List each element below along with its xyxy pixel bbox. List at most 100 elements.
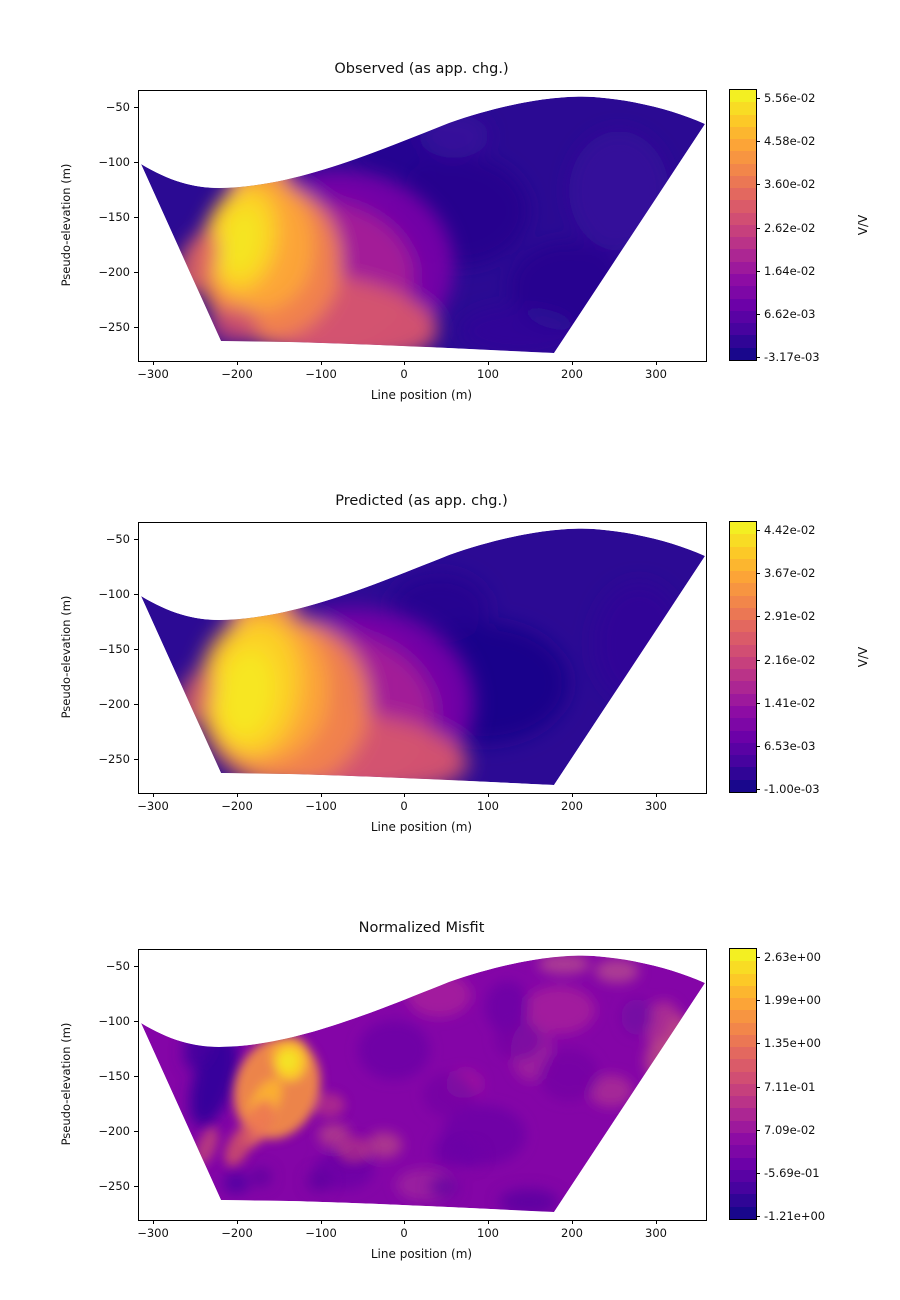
y-tick-mark <box>134 649 138 650</box>
colorbar-segment <box>730 1194 756 1207</box>
colorbar-segment <box>730 985 756 999</box>
colorbar-segment <box>730 323 756 336</box>
colorbar-tick-label: 2.91e-02 <box>764 609 816 624</box>
plot-axes <box>138 949 707 1221</box>
x-tick-mark <box>656 793 657 797</box>
colorbar-tick-mark <box>756 184 760 186</box>
colorbar-tick-label: 4.42e-02 <box>764 523 816 537</box>
y-tick-label: −150 <box>98 210 130 224</box>
colorbar-segment <box>730 1047 756 1060</box>
colorbar-segment <box>730 998 756 1011</box>
x-tick-mark <box>237 793 238 797</box>
colorbar-segment <box>730 522 756 535</box>
x-tick-mark <box>572 361 573 365</box>
colorbar-segment <box>730 1059 756 1072</box>
x-tick-label: −200 <box>221 1226 253 1240</box>
plot-title: Normalized Misfit <box>358 920 485 936</box>
colorbar <box>729 521 757 793</box>
colorbar-tick-mark <box>756 141 760 143</box>
x-tick-label: 0 <box>400 367 408 381</box>
colorbar-segment <box>730 1108 756 1121</box>
x-tick-label: −100 <box>305 367 337 381</box>
colorbar-tick-mark <box>756 357 760 358</box>
colorbar-segment <box>730 102 756 115</box>
x-tick-label: −300 <box>137 799 169 813</box>
y-tick-mark <box>134 217 138 218</box>
x-tick-mark <box>656 1220 657 1224</box>
x-tick-mark <box>404 1220 405 1224</box>
x-tick-mark <box>572 793 573 797</box>
y-tick-label: −200 <box>98 1124 130 1138</box>
x-tick-label: 300 <box>645 799 667 813</box>
colorbar-tick-label: 3.60e-02 <box>764 177 816 192</box>
colorbar-segment <box>730 261 756 274</box>
colorbar-tick-label: 2.63e+00 <box>764 950 821 964</box>
colorbar-segment <box>730 656 756 670</box>
colorbar-segment <box>730 188 756 201</box>
colorbar-tick-mark <box>756 530 760 531</box>
y-tick-label: −250 <box>98 752 130 766</box>
colorbar-tick-label: 2.62e-02 <box>764 220 816 235</box>
x-tick-label: −200 <box>221 799 253 813</box>
colorbar-segment <box>730 1120 756 1133</box>
colorbar-segment <box>730 693 756 706</box>
x-tick-mark <box>237 361 238 365</box>
y-tick-mark <box>134 1076 138 1077</box>
colorbar-segment <box>730 1010 756 1023</box>
colorbar-segment <box>730 1169 756 1183</box>
colorbar-segment <box>730 949 756 962</box>
x-tick-mark <box>321 1220 322 1224</box>
y-tick-label: −150 <box>98 642 130 656</box>
y-tick-label: −50 <box>105 100 130 114</box>
colorbar-segment <box>730 779 756 792</box>
colorbar-segment <box>730 286 756 299</box>
colorbar-segment <box>730 718 756 731</box>
colorbar-tick-label: -5.69e-01 <box>764 1165 820 1180</box>
colorbar-tick-label: 2.16e-02 <box>764 652 816 667</box>
colorbar-segment <box>730 114 756 127</box>
x-tick-mark <box>321 793 322 797</box>
x-tick-mark <box>488 361 489 365</box>
colorbar <box>729 948 757 1220</box>
colorbar-segment <box>730 1145 756 1158</box>
x-tick-label: −100 <box>305 1226 337 1240</box>
colorbar-segment <box>730 1157 756 1170</box>
x-tick-mark <box>404 361 405 365</box>
colorbar-segment <box>730 632 756 645</box>
y-tick-label: −100 <box>98 155 130 169</box>
colorbar-segment <box>730 705 756 719</box>
colorbar-tick-mark <box>756 1000 760 1002</box>
colorbar-segment <box>730 126 756 140</box>
colorbar-segment <box>730 1096 756 1109</box>
colorbar-segment <box>730 742 756 756</box>
y-tick-mark <box>134 704 138 705</box>
colorbar-segment <box>730 1182 756 1195</box>
colorbar-segment <box>730 347 756 360</box>
colorbar-tick-label: -1.21e+00 <box>764 1209 826 1223</box>
x-tick-label: 0 <box>400 799 408 813</box>
colorbar-segment <box>730 571 756 584</box>
colorbar-tick-mark <box>756 745 760 747</box>
colorbar-segment <box>730 546 756 559</box>
y-tick-label: −200 <box>98 697 130 711</box>
colorbar-segment <box>730 249 756 262</box>
colorbar-segment <box>730 558 756 572</box>
pseudosection-canvas <box>141 528 705 786</box>
x-tick-label: 300 <box>645 1226 667 1240</box>
x-tick-mark <box>656 361 657 365</box>
x-tick-label: −100 <box>305 799 337 813</box>
colorbar-segment <box>730 669 756 682</box>
colorbar-tick-label: 7.09e-02 <box>764 1122 816 1137</box>
x-tick-label: 100 <box>477 1226 499 1240</box>
colorbar-segment <box>730 90 756 103</box>
colorbar-segment <box>730 583 756 596</box>
colorbar-tick-mark <box>756 702 760 704</box>
x-tick-mark <box>572 1220 573 1224</box>
x-tick-label: −300 <box>137 367 169 381</box>
colorbar-segment <box>730 973 756 986</box>
colorbar-tick-label: 1.64e-02 <box>764 263 816 278</box>
colorbar-segment <box>730 644 756 657</box>
colorbar-segment <box>730 1132 756 1146</box>
colorbar-tick-label: 1.35e+00 <box>764 1036 821 1051</box>
